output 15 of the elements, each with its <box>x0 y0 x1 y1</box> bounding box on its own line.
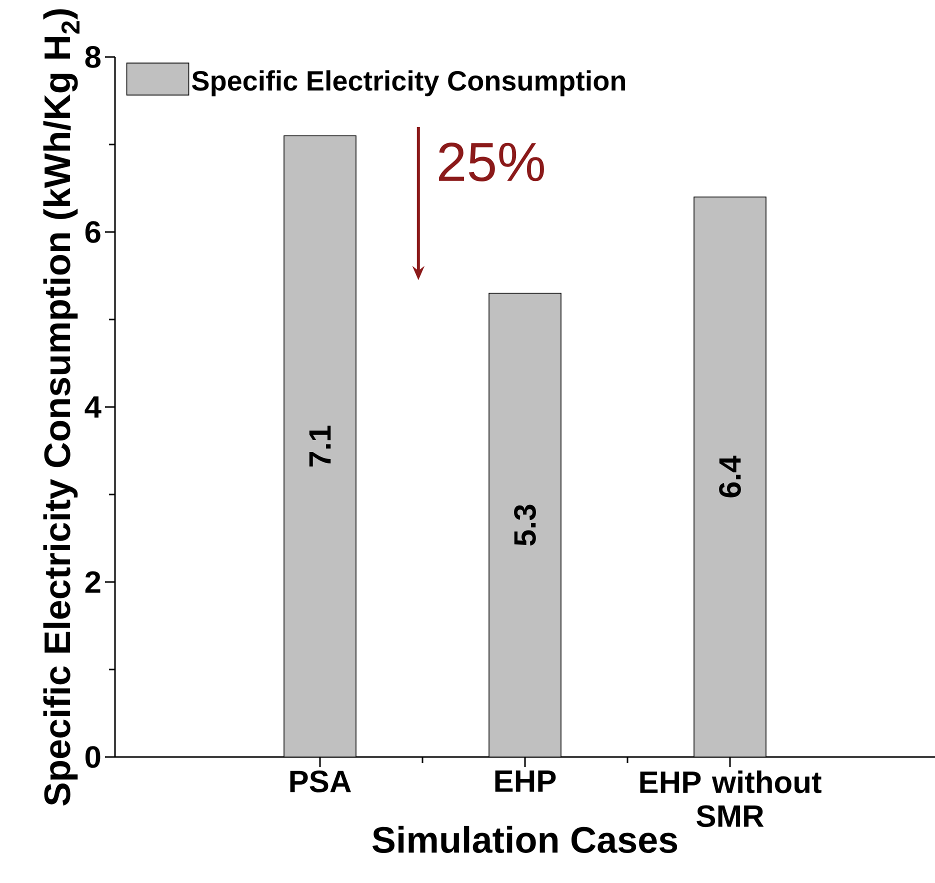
data-label: 5.3 <box>514 504 536 546</box>
x-axis-title: Simulation Cases <box>372 826 678 853</box>
y-tick-label: 8 <box>85 46 101 68</box>
y-tick-label: 0 <box>86 746 100 768</box>
x-tick-label: EHP without SMR <box>640 770 822 828</box>
annotation: 25% <box>439 142 544 182</box>
x-tick-label: EHP <box>495 770 556 792</box>
data-label: 7.1 <box>309 426 331 467</box>
x-tick-label: PSA <box>290 770 351 792</box>
legend-label: Specific Electricity Consumption <box>192 70 625 96</box>
y-tick-label: 6 <box>85 221 100 243</box>
data-label: 6.4 <box>719 456 741 498</box>
y-axis-title: Specific Electricity Consumption (kWh/Kg H$_{2}$) <box>43 9 80 806</box>
y-tick-label: 4 <box>84 396 102 418</box>
y-tick-label: 2 <box>85 571 100 593</box>
